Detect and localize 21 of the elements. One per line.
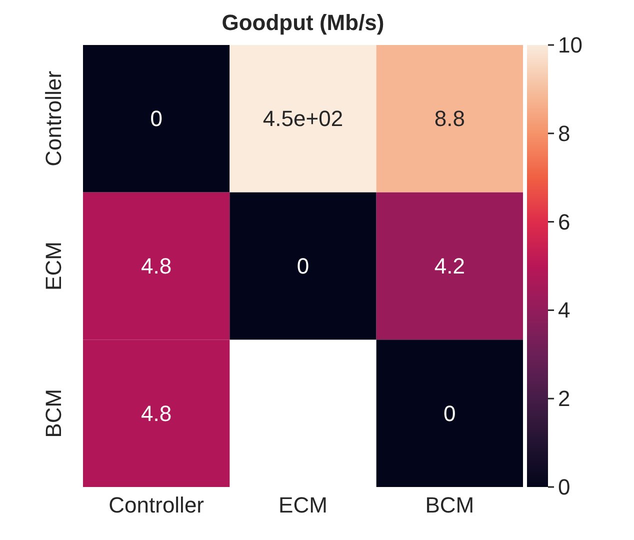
color-bar-label: 6	[558, 209, 570, 234]
data-label: 0	[296, 254, 310, 278]
x-tick-label: Controller	[108, 492, 204, 518]
color-bar-label: 2	[558, 386, 570, 412]
y-tick-label: ECM	[41, 242, 66, 290]
x-tick-label: ECM	[278, 492, 328, 518]
color-bar-label: 10	[558, 32, 582, 58]
color-bar-label: 4	[558, 298, 570, 323]
data-label: 4.2	[434, 254, 465, 278]
chart-title: Goodput (Mb/s)	[220, 10, 386, 36]
x-tick-label: BCM	[425, 492, 474, 518]
data-label: 4.5e+02	[262, 106, 344, 132]
data-label: 8.8	[434, 106, 465, 132]
data-label: 0	[150, 106, 162, 132]
y-tick-label: BCM	[41, 388, 66, 438]
data-label: 4.8	[141, 254, 172, 278]
data-label: 4.8	[141, 400, 172, 426]
data-label: 0	[444, 400, 456, 426]
color-bar-label: 8	[558, 120, 570, 146]
color-bar-label: 0	[558, 474, 570, 500]
y-tick-label: Controller	[41, 70, 66, 166]
